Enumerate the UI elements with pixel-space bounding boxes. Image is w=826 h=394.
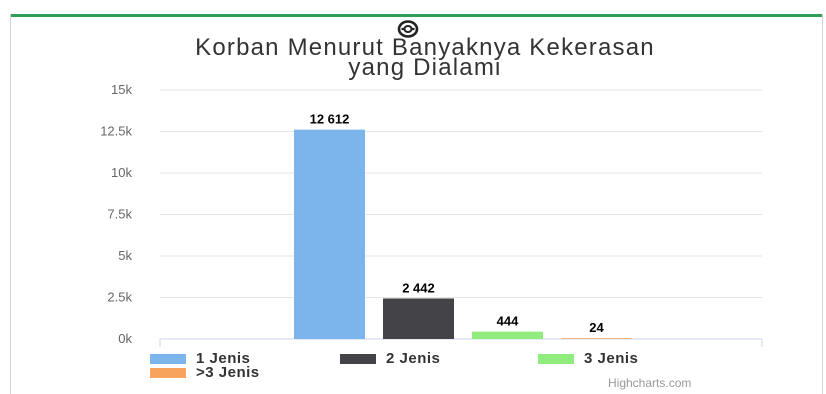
legend-label: 2 Jenis: [386, 350, 441, 367]
chart-title-line-2: yang Dialami: [348, 54, 502, 81]
chart-title-line-1: Korban Menurut Banyaknya Kekerasan: [195, 34, 655, 61]
data-label-4: 24: [589, 320, 604, 335]
bar-1: [294, 129, 365, 339]
chart-legend: 1 Jenis 2 Jenis 3 Jenis >3 Jenis: [0, 348, 826, 381]
legend-swatch: [150, 353, 186, 364]
legend-swatch: [538, 353, 574, 364]
lifebuoy-icon: [397, 20, 419, 38]
y-tick-label: 2.5k: [107, 290, 132, 305]
data-label-2: 2 442: [402, 280, 435, 295]
highcharts-credit-link[interactable]: Highcharts.com: [608, 376, 692, 390]
legend-swatch: [150, 367, 186, 378]
y-tick-label: 0k: [118, 331, 132, 346]
data-label-1: 12 612: [310, 112, 350, 127]
legend-label: >3 Jenis: [196, 364, 260, 381]
y-tick-label: 10k: [111, 165, 132, 180]
legend-label: 1 Jenis: [196, 350, 251, 367]
y-tick-label: 7.5k: [107, 207, 132, 222]
y-tick-label: 12.5k: [100, 124, 132, 139]
legend-label: 3 Jenis: [584, 350, 639, 367]
legend-item-1[interactable]: 1 Jenis: [150, 350, 250, 367]
right-border: [822, 14, 823, 394]
top-accent-border: [10, 14, 822, 17]
legend-swatch: [340, 353, 376, 364]
y-tick-label: 5k: [118, 248, 132, 263]
legend-item-3[interactable]: 3 Jenis: [538, 350, 638, 367]
bar-3: [472, 331, 543, 339]
data-label-3: 444: [497, 314, 519, 329]
bar-2: [383, 298, 454, 339]
y-tick-label: 15k: [111, 82, 132, 97]
bar-4: [561, 338, 632, 339]
legend-item-2[interactable]: 2 Jenis: [340, 350, 440, 367]
left-border: [10, 14, 11, 394]
legend-item-4[interactable]: >3 Jenis: [150, 364, 260, 381]
